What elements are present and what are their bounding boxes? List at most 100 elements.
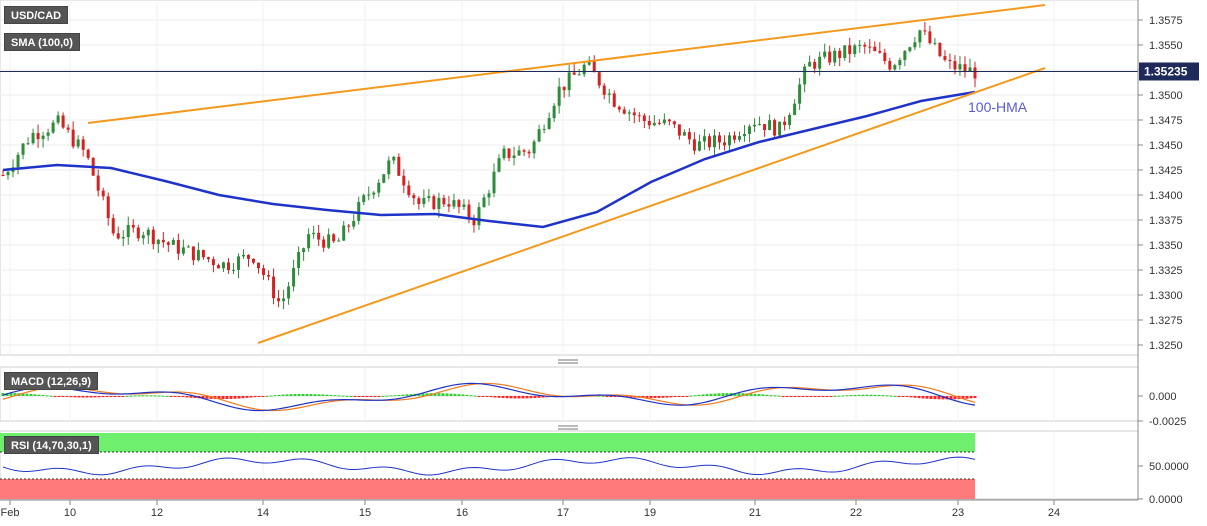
macd-histogram-bar [685, 396, 689, 397]
candle [567, 72, 571, 91]
candle [372, 192, 376, 195]
macd-histogram-bar [201, 396, 205, 399]
candle [26, 143, 30, 145]
candle [722, 142, 726, 146]
candle [382, 174, 386, 183]
y-tick-label: 1.3275 [1149, 315, 1183, 327]
macd-histogram-bar [381, 395, 385, 397]
candle [201, 250, 205, 258]
trendline [257, 67, 1046, 344]
macd-histogram-bar [137, 395, 141, 397]
candle [257, 262, 261, 269]
macd-indicator-label: MACD (12,26,9) [4, 372, 99, 390]
x-tick-label: 12 [151, 507, 163, 519]
candle [472, 218, 476, 226]
candle [753, 124, 757, 127]
candle [868, 46, 872, 48]
candle [883, 52, 887, 62]
candle [778, 121, 782, 136]
candle [282, 298, 286, 302]
macd-histogram-bar [113, 396, 117, 397]
hma-label: 100-HMA [968, 99, 1028, 115]
candle [748, 126, 752, 134]
macd-histogram-bar [793, 396, 797, 397]
macd-histogram-bar [9, 393, 13, 396]
macd-histogram-bar [913, 396, 917, 398]
macd-histogram-bar [853, 394, 857, 396]
macd-histogram-bar [681, 396, 685, 397]
candle [798, 84, 802, 104]
macd-histogram-bar [97, 396, 101, 398]
candle [61, 115, 65, 128]
y-tick-label: 1.3350 [1149, 240, 1183, 252]
candle [697, 141, 701, 151]
macd-histogram-bar [713, 393, 717, 396]
candle [462, 204, 466, 207]
macd-histogram-bar [337, 395, 341, 397]
candle [352, 220, 356, 227]
macd-histogram-bar [225, 396, 229, 400]
candle [948, 59, 952, 62]
candle [487, 193, 491, 198]
macd-histogram-bar [89, 396, 93, 398]
macd-histogram-bar [445, 393, 449, 396]
macd-histogram-bar [449, 393, 453, 396]
candle [803, 66, 807, 85]
macd-histogram-bar [721, 393, 725, 396]
macd-histogram-bar [37, 394, 41, 396]
macd-histogram-bar [165, 395, 169, 397]
candle [818, 56, 822, 69]
macd-histogram-bar [837, 395, 841, 397]
candle [121, 237, 125, 239]
candle [522, 150, 526, 152]
candle [502, 148, 506, 159]
candle [773, 120, 777, 136]
candle [146, 229, 150, 236]
y-tick-label: 1.3450 [1149, 140, 1183, 152]
macd-histogram-bar [701, 394, 705, 396]
candle [362, 195, 366, 203]
macd-histogram-bar [649, 396, 653, 399]
macd-histogram-bar [129, 395, 133, 397]
candle [402, 175, 406, 186]
macd-histogram-bar [473, 395, 477, 397]
candle [292, 267, 296, 287]
macd-histogram-bar [85, 396, 89, 398]
macd-histogram-bar [177, 396, 181, 397]
macd-histogram-bar [609, 396, 613, 397]
macd-histogram-bar [769, 395, 773, 397]
y-tick-label: 1.3325 [1149, 265, 1183, 277]
macd-histogram-bar [893, 395, 897, 397]
candle [933, 42, 937, 44]
candle [547, 118, 551, 129]
x-tick-label: 21 [749, 507, 761, 519]
macd-histogram-bar [897, 396, 901, 397]
candle [612, 93, 616, 107]
macd-histogram-bar [193, 396, 197, 399]
candle [687, 132, 691, 140]
macd-histogram-bar [693, 395, 697, 397]
candle [136, 227, 140, 239]
y-tick-label: 1.3550 [1149, 40, 1183, 52]
candle [632, 112, 636, 116]
macd-histogram-bar [489, 396, 493, 398]
candle [307, 234, 311, 249]
macd-histogram-bar [517, 396, 521, 399]
macd-histogram-bar [185, 396, 189, 398]
candle [211, 259, 215, 266]
macd-histogram-bar [77, 396, 81, 398]
macd-histogram-bar [689, 395, 693, 397]
macd-histogram-bar [425, 393, 429, 396]
macd-histogram-bar [645, 396, 649, 398]
macd-histogram-bar [873, 394, 877, 396]
y-tick-label: 1.3475 [1149, 115, 1183, 127]
candle [397, 156, 401, 176]
candle [327, 234, 331, 248]
candle [717, 135, 721, 143]
macd-histogram-bar [905, 396, 909, 397]
candle [81, 139, 85, 150]
candle [707, 136, 711, 148]
macd-histogram-bar [333, 395, 337, 397]
macd-histogram-bar [465, 394, 469, 396]
candle [447, 204, 451, 207]
